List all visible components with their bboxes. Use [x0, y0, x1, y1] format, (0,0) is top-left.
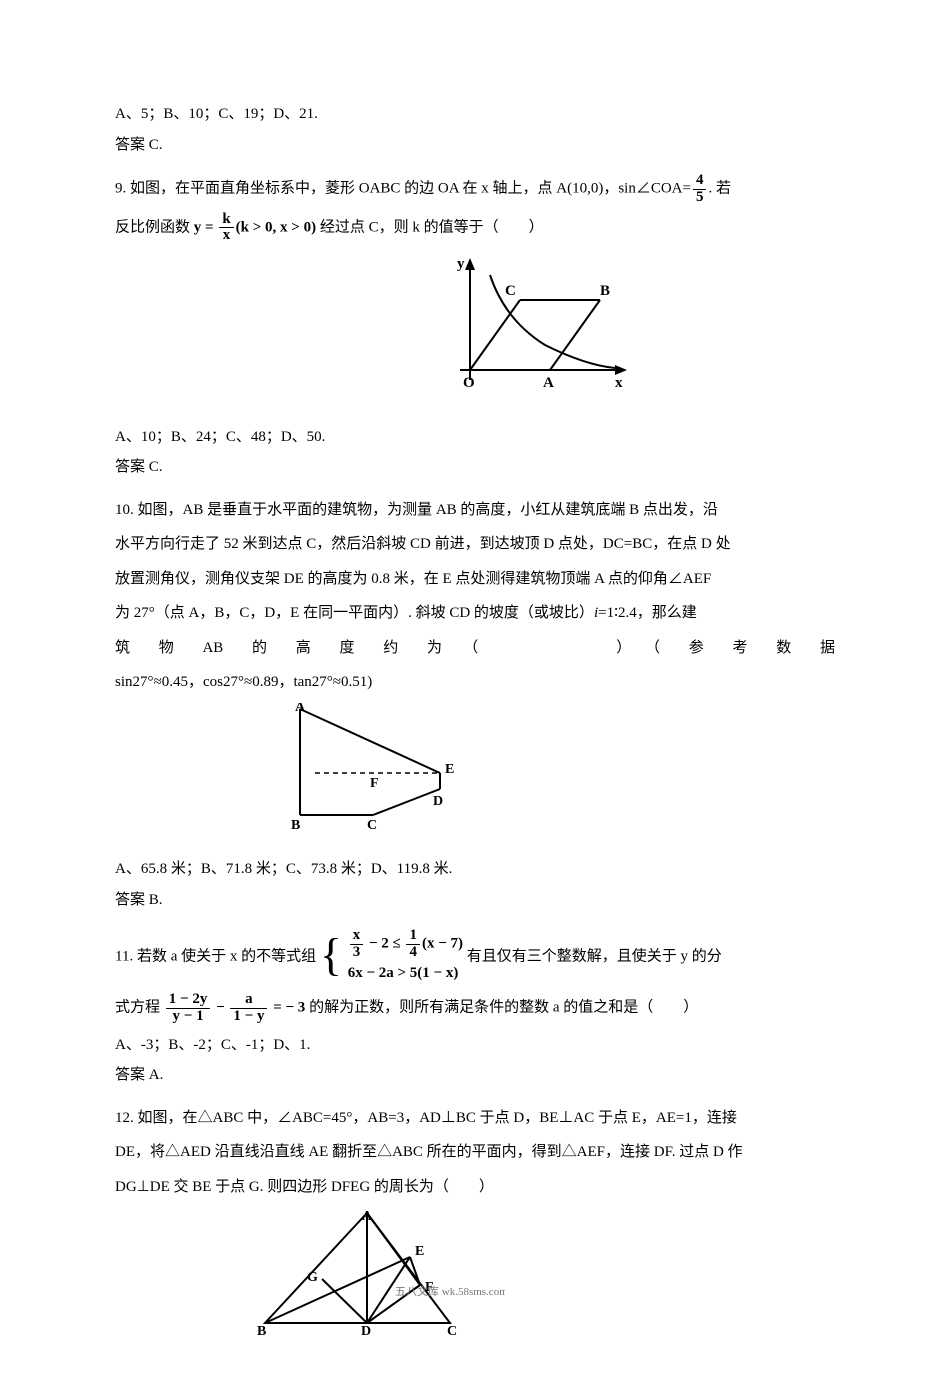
q9-frac-4-5: 45 — [693, 173, 707, 206]
q9-frac-k-x: kx — [219, 212, 233, 245]
frac-num: x — [350, 928, 364, 945]
q11-r1-mid: − 2 ≤ — [365, 936, 404, 952]
q11-sys-row2: 6x − 2a > 5(1 − x) — [348, 961, 463, 987]
frac-num: 1 − 2y — [166, 992, 211, 1009]
q9-svg: y C B O A x — [435, 250, 635, 400]
frac-num: 1 — [406, 928, 420, 945]
q9-cond: (k > 0, x > 0) — [236, 219, 316, 235]
q11-l2b: 的解为正数，则所有满足条件的整数 a 的值之和是（ ） — [309, 1000, 698, 1016]
frac-den: y − 1 — [166, 1009, 211, 1025]
q10-figure: A B C D E F — [255, 703, 835, 844]
label-A: A — [543, 375, 554, 391]
label-B: B — [600, 283, 610, 299]
label-C: C — [505, 283, 516, 299]
frac-num: k — [219, 212, 233, 229]
q10-options: A、65.8 米；B、71.8 米；C、73.8 米；D、119.8 米. — [115, 855, 835, 884]
q8-answer: 答案 C. — [115, 131, 835, 160]
q9-stem-1: 9. 如图，在平面直角坐标系中，菱形 OABC 的边 OA 在 x 轴上，点 A… — [115, 181, 691, 197]
q11-l2a: 式方程 — [115, 1000, 164, 1016]
q9-stem-2: . 若 — [708, 181, 731, 197]
q10-p4: 为 27°（点 A，B，C，D，E 在同一平面内）. 斜坡 CD 的坡度（或坡比… — [115, 599, 835, 628]
q11-tail1: 有且仅有三个整数解，且使关于 y 的分 — [467, 948, 722, 964]
q12-figure: A B C D E F G 五八文库 wk.58sms.com — [245, 1207, 835, 1348]
label-x: x — [615, 375, 623, 391]
label-C: C — [447, 1324, 457, 1337]
q10-p6: sin27°≈0.45，cos27°≈0.89，tan27°≈0.51) — [115, 668, 835, 697]
q9-figure: y C B O A x — [235, 250, 835, 411]
label-y: y — [457, 256, 465, 272]
q10-p5: 筑 物 AB 的 高 度 约 为 （ ） （ 参 考 数 据 — [115, 634, 835, 663]
frac-den: 4 — [406, 945, 420, 961]
q9-options: A、10；B、24；C、48；D、50. — [115, 423, 835, 452]
q10-p2: 水平方向行走了 52 米到达点 C，然后沿斜坡 CD 前进，到达坡顶 D 点处，… — [115, 530, 835, 559]
label-E: E — [415, 1244, 424, 1259]
q12-svg: A B C D E F G 五八文库 wk.58sms.com — [245, 1207, 505, 1337]
label-A: A — [362, 1209, 373, 1224]
frac-num: 4 — [693, 173, 707, 190]
label-A: A — [295, 703, 306, 715]
q10-p4-b: =1∶2.4，那么建 — [598, 605, 697, 621]
q11-options: A、-3；B、-2；C、-1；D、1. — [115, 1031, 835, 1060]
label-C: C — [367, 818, 377, 833]
q9-stem-3a: 反比例函数 — [115, 219, 194, 235]
q9-stem-line1: 9. 如图，在平面直角坐标系中，菱形 OABC 的边 OA 在 x 轴上，点 A… — [115, 173, 835, 206]
q9-stem-line2: 反比例函数 y = kx(k > 0, x > 0) 经过点 C，则 k 的值等… — [115, 212, 835, 245]
q11-frac1: 1 − 2yy − 1 — [166, 992, 211, 1025]
q10-p1: 10. 如图，AB 是垂直于水平面的建筑物，为测量 AB 的高度，小红从建筑底端… — [115, 496, 835, 525]
q11-answer: 答案 A. — [115, 1061, 835, 1090]
label-O: O — [463, 375, 475, 391]
frac-den: x — [219, 228, 233, 244]
label-E: E — [445, 762, 454, 777]
brace-icon: { — [320, 932, 342, 978]
label-D: D — [361, 1324, 371, 1337]
q8-options: A、5；B、10；C、19；D、21. — [115, 100, 835, 129]
q9-formula-y: y = — [194, 219, 218, 235]
q12-p3: DG⊥DE 交 BE 于点 G. 则四边形 DFEG 的周长为（ ） — [115, 1173, 835, 1202]
q11-minus: − — [216, 1000, 228, 1016]
q10-svg: A B C D E F — [255, 703, 485, 833]
label-F: F — [370, 776, 379, 791]
watermark-text: 五八文库 wk.58sms.com — [395, 1284, 505, 1298]
frac-den: 1 − y — [230, 1009, 267, 1025]
label-G: G — [307, 1270, 318, 1285]
q11-sys-row1: x3 − 2 ≤ 14(x − 7) — [348, 928, 463, 961]
q11-r1-tail: (x − 7) — [422, 936, 463, 952]
q10-p4-a: 为 27°（点 A，B，C，D，E 在同一平面内）. 斜坡 CD 的坡度（或坡比… — [115, 605, 594, 621]
q11-system: x3 − 2 ≤ 14(x − 7) 6x − 2a > 5(1 − x) — [348, 928, 463, 986]
q11-line2: 式方程 1 − 2yy − 1 − a1 − y = − 3 的解为正数，则所有… — [115, 992, 835, 1025]
label-D: D — [433, 794, 443, 809]
q12-p1: 12. 如图，在△ABC 中，∠ABC=45°，AB=3，AD⊥BC 于点 D，… — [115, 1104, 835, 1133]
frac-den: 3 — [350, 945, 364, 961]
q9-answer: 答案 C. — [115, 453, 835, 482]
q11-lead: 11. 若数 a 使关于 x 的不等式组 — [115, 948, 320, 964]
q12-p2: DE，将△AED 沿直线沿直线 AE 翻折至△ABC 所在的平面内，得到△AEF… — [115, 1138, 835, 1167]
q10-p3: 放置测角仪，测角仪支架 DE 的高度为 0.8 米，在 E 点处测得建筑物顶端 … — [115, 565, 835, 594]
q9-stem-3b: 经过点 C，则 k 的值等于（ ） — [316, 219, 544, 235]
q10-answer: 答案 B. — [115, 886, 835, 915]
label-B: B — [291, 818, 300, 833]
q11-eq: = − 3 — [273, 1000, 305, 1016]
q11-frac2: a1 − y — [230, 992, 267, 1025]
q11-line1: 11. 若数 a 使关于 x 的不等式组 { x3 − 2 ≤ 14(x − 7… — [115, 928, 835, 986]
frac-num: a — [230, 992, 267, 1009]
frac-den: 5 — [693, 190, 707, 206]
label-B: B — [257, 1324, 266, 1337]
